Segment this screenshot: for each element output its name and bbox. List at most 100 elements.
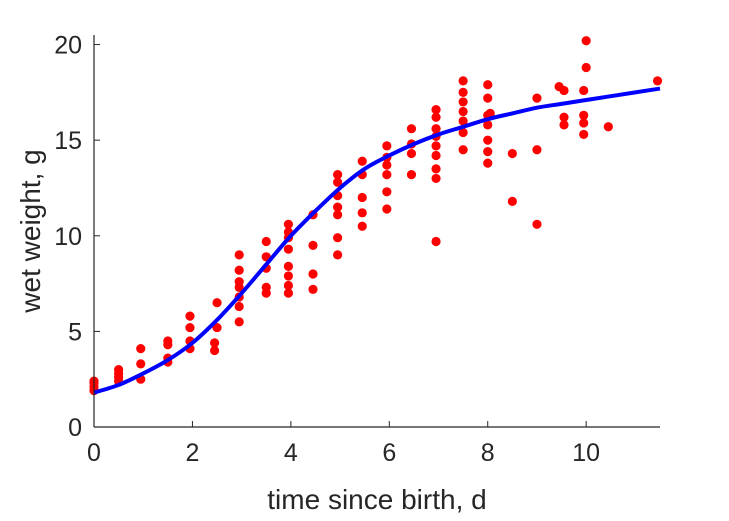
x-tick-label: 0 xyxy=(87,439,101,467)
data-point xyxy=(283,244,294,254)
data-point xyxy=(308,269,318,279)
data-point xyxy=(382,160,392,170)
y-tick-label: 20 xyxy=(54,32,82,60)
data-point xyxy=(483,147,493,157)
data-point xyxy=(458,76,468,86)
data-point xyxy=(382,141,392,151)
data-point xyxy=(559,120,569,130)
data-point xyxy=(357,221,367,231)
data-point xyxy=(458,127,468,138)
data-point xyxy=(333,202,343,212)
data-point xyxy=(483,135,493,145)
data-point xyxy=(581,36,591,46)
data-point xyxy=(579,85,589,96)
data-point xyxy=(209,338,220,348)
x-axis-label: time since birth, d xyxy=(267,484,486,515)
data-point xyxy=(431,173,441,184)
y-tick-label: 10 xyxy=(54,223,82,251)
x-tick-label: 10 xyxy=(572,439,600,467)
data-point xyxy=(431,141,441,151)
data-point xyxy=(114,365,124,375)
data-point xyxy=(212,322,222,333)
data-point xyxy=(212,298,222,308)
data-point xyxy=(333,233,343,243)
y-axis-label: wet weight, g xyxy=(15,149,46,313)
data-point xyxy=(431,236,441,247)
x-tick-label: 8 xyxy=(481,439,495,467)
data-point xyxy=(483,158,493,168)
data-point xyxy=(581,62,591,73)
data-point xyxy=(652,76,663,86)
y-tick-label: 5 xyxy=(68,318,82,346)
data-point xyxy=(234,250,244,260)
data-point xyxy=(431,104,441,115)
data-point xyxy=(308,240,318,250)
data-point xyxy=(163,336,173,346)
data-point xyxy=(458,87,468,97)
y-tick-label: 15 xyxy=(54,127,82,155)
data-point xyxy=(483,80,493,90)
data-point xyxy=(431,112,441,122)
data-point xyxy=(458,106,468,117)
data-point xyxy=(261,282,271,293)
axes: 0 2 4 6 8 10 0 5 10 15 20 xyxy=(54,32,660,467)
data-point xyxy=(234,301,244,312)
fit-curve xyxy=(93,86,661,395)
data-point xyxy=(483,120,493,130)
data-point xyxy=(209,345,220,356)
data-point xyxy=(333,210,343,220)
data-point xyxy=(382,169,392,180)
fit-curve-layer xyxy=(93,86,661,395)
data-point xyxy=(261,236,271,247)
data-point xyxy=(559,112,569,122)
data-point xyxy=(532,93,542,103)
data-point xyxy=(234,265,244,275)
data-point xyxy=(357,192,367,203)
data-point xyxy=(406,148,417,159)
data-point xyxy=(283,261,294,271)
data-point xyxy=(458,145,468,155)
x-tick-label: 6 xyxy=(382,439,396,467)
data-point xyxy=(431,124,441,134)
data-point xyxy=(406,124,417,134)
data-point xyxy=(485,108,495,118)
data-point xyxy=(507,148,517,159)
data-point xyxy=(333,250,343,260)
data-point xyxy=(579,110,589,120)
x-tick-label: 4 xyxy=(284,439,298,467)
data-point xyxy=(382,187,392,197)
data-point xyxy=(185,322,195,333)
data-point xyxy=(532,145,542,155)
data-point xyxy=(431,150,441,161)
data-point xyxy=(283,288,294,298)
x-tick-label: 2 xyxy=(185,439,199,467)
data-point xyxy=(579,118,589,128)
data-point xyxy=(234,317,244,327)
data-point xyxy=(333,177,343,187)
data-point xyxy=(532,219,542,229)
data-point xyxy=(431,164,441,174)
data-point xyxy=(283,219,294,229)
data-point xyxy=(136,344,146,354)
data-point xyxy=(579,129,589,140)
data-point xyxy=(333,169,343,180)
data-point xyxy=(308,284,318,294)
data-point xyxy=(507,196,517,206)
data-point xyxy=(559,85,569,96)
data-point xyxy=(382,204,392,214)
data-point xyxy=(234,277,244,287)
data-point xyxy=(406,169,417,180)
data-point xyxy=(185,311,195,321)
data-points xyxy=(89,36,663,396)
data-point xyxy=(458,97,468,107)
data-point xyxy=(283,271,294,281)
data-point xyxy=(603,122,613,132)
data-point xyxy=(357,208,367,218)
data-point xyxy=(483,93,493,103)
data-point xyxy=(357,156,367,166)
data-point xyxy=(458,116,468,126)
data-point xyxy=(283,280,294,291)
y-tick-label: 0 xyxy=(68,414,82,442)
